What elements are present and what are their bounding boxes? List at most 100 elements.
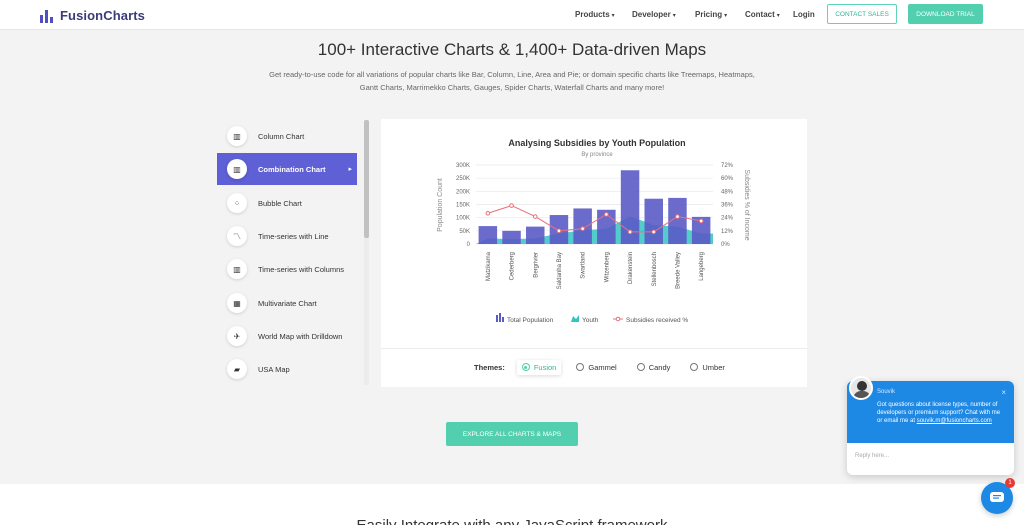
population-bar — [526, 226, 545, 244]
sidebar-item-combination-chart[interactable]: ▥ Combination Chart ▸ — [217, 153, 357, 185]
legend-line-icon — [615, 316, 621, 322]
subsidies-point — [675, 214, 680, 219]
theme-option-umber[interactable]: Umber — [685, 360, 730, 375]
explore-all-charts-button[interactable]: EXPLORE ALL CHARTS & MAPS — [446, 422, 578, 446]
sidebar-item-multivariate-chart[interactable]: ▦ Multivariate Chart — [217, 287, 357, 319]
theme-option-gammel[interactable]: Gammel — [571, 360, 621, 375]
bubble-chart-icon: ⁘ — [227, 193, 247, 213]
subsidies-point — [532, 214, 538, 219]
nav-developer[interactable]: Developer ▾ — [632, 10, 676, 19]
chat-agent-name: Souvik — [877, 389, 896, 395]
chart-type-list: ▥ Column Chart ▥ Combination Chart ▸ ⁘ B… — [217, 120, 365, 385]
x-category-label: Stellenbosch — [652, 252, 658, 286]
card-divider — [381, 348, 807, 349]
theme-option-fusion[interactable]: Fusion — [516, 359, 562, 375]
y-right-tick-label: 36% — [721, 203, 734, 209]
sidebar-item-label: World Map with Drilldown — [258, 331, 343, 341]
sidebar-item-label: USA Map — [258, 364, 290, 374]
sidebar-item-column-chart[interactable]: ▥ Column Chart — [217, 120, 357, 152]
combination-chart-icon: ▥ — [227, 159, 247, 179]
contact-sales-button[interactable]: CONTACT SALES — [827, 4, 897, 24]
population-bar — [573, 208, 592, 244]
y-left-tick-label: 300K — [456, 163, 470, 169]
sidebar-scrollbar[interactable] — [364, 120, 369, 385]
page-subtitle: Get ready-to-use code for all variations… — [269, 70, 755, 92]
x-category-label: Matzikama — [486, 251, 492, 281]
multivariate-chart-icon: ▦ — [227, 293, 247, 313]
subsidies-line — [487, 205, 702, 233]
chevron-down-icon: ▾ — [672, 13, 676, 19]
x-category-label: Breede Valley — [675, 252, 681, 289]
y-right-tick-label: 12% — [721, 229, 734, 235]
chat-reply-input[interactable]: Reply here... — [855, 453, 890, 459]
radio-icon — [690, 363, 699, 371]
sidebar-item-label: Column Chart — [258, 131, 305, 141]
sidebar-item-bubble-chart[interactable]: ⁘ Bubble Chart — [217, 187, 357, 219]
radio-selected-icon — [521, 363, 530, 371]
close-icon[interactable]: × — [1001, 388, 1006, 397]
y-left-tick-label: 0 — [467, 242, 471, 248]
nav-login[interactable]: Login — [793, 10, 815, 19]
sidebar-item-label: Time-series with Line — [258, 231, 329, 241]
top-nav: FusionCharts Products ▾ Developer ▾ Pricin… — [0, 0, 1024, 30]
chevron-right-icon: ▸ — [348, 166, 352, 173]
chevron-down-icon: ▾ — [776, 13, 780, 19]
chat-header: Souvik × Got questions about license typ… — [847, 381, 1014, 443]
chart-subtitle: By province — [581, 152, 613, 158]
y-left-tick-label: 250K — [456, 176, 470, 182]
y-right-tick-label: 60% — [721, 176, 734, 182]
legend-label: Subsidies received % — [626, 317, 688, 324]
chat-icon — [990, 492, 1004, 502]
subsidies-point — [580, 226, 585, 231]
subsidies-point — [556, 228, 562, 234]
next-section — [0, 484, 1024, 525]
logo-text: FusionCharts — [60, 8, 145, 23]
nav-products[interactable]: Products ▾ — [575, 10, 615, 19]
columns-chart-icon: ▥ — [227, 259, 247, 279]
subsidies-point — [651, 229, 657, 235]
x-category-label: Langeberg — [699, 252, 705, 281]
population-bar — [644, 198, 663, 244]
subsidies-point — [604, 212, 609, 217]
x-category-label: Swartland — [581, 252, 587, 279]
subsidies-point — [698, 218, 704, 224]
y-left-tick-label: 200K — [456, 189, 470, 195]
sidebar-item-usa-map[interactable]: ▰ USA Map — [217, 353, 357, 385]
legend-area-icon — [571, 315, 579, 322]
radio-icon — [576, 363, 585, 371]
y-right-tick-label: 24% — [721, 216, 734, 222]
fusioncharts-logo[interactable]: FusionCharts — [40, 8, 145, 23]
x-category-label: Saldanha Bay — [557, 252, 563, 289]
subsidies-point — [509, 203, 514, 208]
theme-selector: Themes: Fusion Gammel Candy Umber — [474, 358, 740, 376]
y-left-tick-label: 50K — [459, 229, 470, 235]
chat-popup: Souvik × Got questions about license typ… — [847, 381, 1014, 475]
population-bar — [620, 170, 640, 244]
download-trial-button[interactable]: DOWNLOAD TRIAL — [908, 4, 983, 24]
y-left-tick-label: 100K — [456, 216, 470, 222]
legend-label: Total Population — [507, 317, 554, 324]
sidebar-scroll-thumb[interactable] — [364, 120, 369, 238]
theme-option-candy[interactable]: Candy — [632, 360, 676, 375]
legend-bar-icon — [502, 317, 504, 322]
chevron-down-icon: ▾ — [611, 13, 615, 19]
sidebar-item-label: Bubble Chart — [258, 198, 302, 208]
sidebar-item-world-map[interactable]: ✈ World Map with Drilldown — [217, 320, 357, 352]
usa-map-icon: ▰ — [227, 359, 247, 379]
next-section-heading: Easily Integrate with any JavaScript fra… — [0, 517, 1024, 525]
nav-contact[interactable]: Contact ▾ — [745, 10, 780, 19]
population-bar — [478, 226, 498, 244]
chat-email-link[interactable]: souvik.m@fusioncharts.com — [916, 418, 992, 424]
sidebar-item-time-series-columns[interactable]: ▥ Time-series with Columns — [217, 253, 357, 285]
combination-chart[interactable]: Analysing Subsidies by Youth Population … — [381, 119, 807, 347]
x-category-label: Witzenberg — [604, 252, 610, 282]
sidebar-item-time-series-line[interactable]: 〽 Time-series with Line — [217, 220, 357, 252]
y-right-tick-label: 72% — [721, 163, 734, 169]
sidebar-item-label: Multivariate Chart — [258, 298, 317, 308]
chart-card: Analysing Subsidies by Youth Population … — [381, 119, 807, 387]
nav-pricing[interactable]: Pricing ▾ — [695, 10, 728, 19]
chart-title: Analysing Subsidies by Youth Population — [508, 138, 685, 148]
subsidies-point — [627, 229, 633, 235]
x-category-label: Bergrivier — [533, 252, 539, 278]
themes-label: Themes: — [474, 362, 505, 372]
